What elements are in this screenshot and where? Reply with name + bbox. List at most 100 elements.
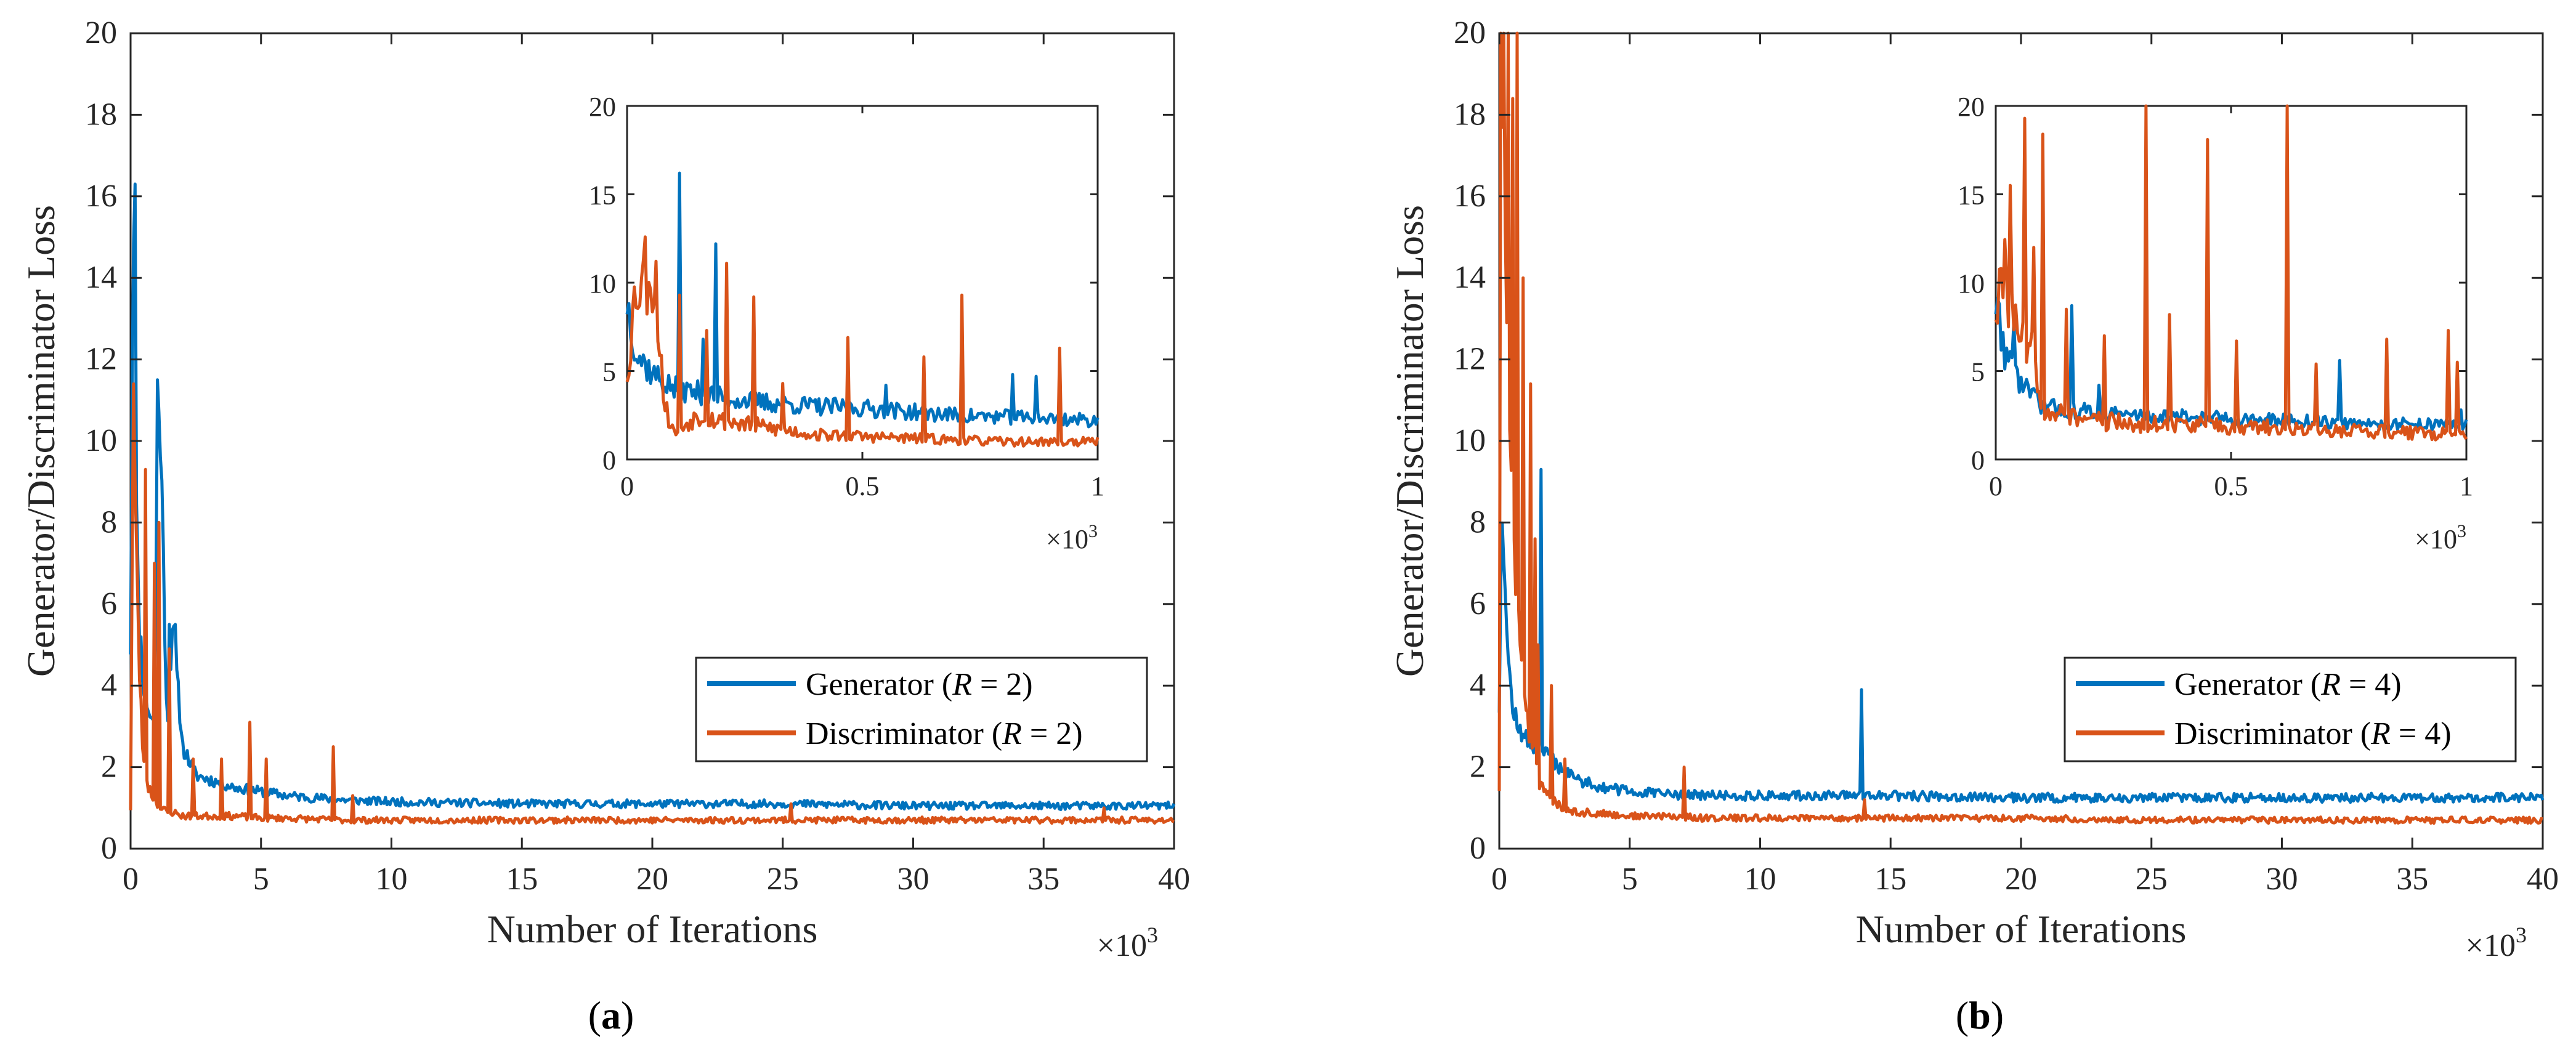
panel-b-y-axis-label: Generator/Discriminator Loss [1388,205,1432,677]
panel-a-inset-y-tick-label: 0 [602,445,616,475]
panel-a-x-tick-label: 10 [376,862,408,897]
panel-a-y-tick-label: 16 [85,179,117,214]
panel-a-legend-discriminator-value: = 2) [1022,716,1083,751]
panel-b-inset-discriminator-line [1994,104,2468,442]
panel-b-inset-x-multiplier-base: ×10 [2415,524,2457,554]
panel-a-legend-generator-text: Generator ( [806,667,952,702]
panel-a-y-tick-label: 12 [85,342,117,377]
panel-a-caption-letter: a [601,993,621,1037]
panel-a-y-tick-label: 14 [85,260,117,295]
panel-a-discriminator-line [129,382,1175,825]
panel-a-generator-line [129,182,1176,811]
panel-a-inset-discriminator-line [625,235,1100,448]
panel-a-inset-x-tick-label: 0.5 [846,471,880,501]
panel-b-series-layer [1497,31,2545,825]
panel-b-inset-y-tick-label: 0 [1971,445,1985,475]
panel-a-caption: (a) [588,993,634,1037]
panel-a-y-tick-label: 0 [101,831,117,866]
panel-a-x-axis-label: Number of Iterations [487,907,818,951]
panel-a-legend-generator-value: = 2) [972,667,1033,702]
panel-b-x-tick-label: 0 [1491,862,1507,897]
panel-a-x-multiplier: ×103 [1097,923,1158,963]
panel-b-y-tick-label: 6 [1470,586,1486,621]
panel-b-legend-generator-param: R [2320,667,2341,702]
panel-b-inset-y-tick-label: 15 [1958,180,1985,211]
panel-a-y-tick-label: 4 [101,668,117,703]
panel-b-y-tick-label: 0 [1470,831,1486,866]
panel-a-inset-y-tick-label: 10 [589,269,616,299]
panel-b-x-tick-label: 5 [1622,862,1638,897]
panel-b-legend: Generator (R = 4) Discriminator (R = 4) [2064,657,2517,762]
panel-a-y-tick-label: 2 [101,750,117,785]
panel-b-inset-y-tick-label: 20 [1958,92,1985,122]
panel-a-inset-x-multiplier: ×103 [1046,521,1098,554]
panel-a-legend: Generator (R = 2) Discriminator (R = 2) [695,657,1148,762]
panel-a-x-tick-label: 30 [897,862,930,897]
panel-b-inset-y-tick-label: 10 [1958,269,1985,299]
panel-a-inset-x-tick-label: 1 [1091,471,1104,501]
panel-b-x-tick-label: 25 [2136,862,2168,897]
panel-b-inset-x-tick-label: 0.5 [2214,471,2248,501]
panel-a-legend-box [695,657,1148,762]
panel-a-series-layer [129,182,1176,825]
panel-a-inset-y-tick-label: 15 [589,180,616,211]
panel-b-legend-discriminator-label: Discriminator (R = 4) [2174,716,2452,751]
panel-a-x-tick-label: 0 [123,862,139,897]
panel-b-legend-generator-value: = 4) [2341,667,2402,702]
panel-a-inset-series-layer [625,171,1100,448]
panel-b-x-tick-label: 10 [1744,862,1776,897]
panel-a-x-tick-label: 40 [1158,862,1190,897]
panel-b-legend-discriminator-text: Discriminator ( [2174,716,2371,751]
panel-b-y-tick-label: 12 [1454,342,1486,377]
panel-b-legend-generator-label: Generator (R = 4) [2174,667,2402,702]
panel-b-x-multiplier-exponent: 3 [2516,923,2527,947]
panel-a-y-tick-label: 18 [85,97,117,132]
panel-a-x-multiplier-base: ×10 [1097,928,1147,963]
panel-b-y-tick-label: 18 [1454,97,1486,132]
panel-b-legend-generator-text: Generator ( [2174,667,2321,702]
panel-b-legend-box [2064,657,2517,762]
panel-b-caption-letter: b [1969,993,1991,1037]
panel-a-legend-discriminator-label: Discriminator (R = 2) [806,716,1083,751]
panel-a-x-tick-label: 20 [636,862,668,897]
panel-b-x-tick-label: 35 [2396,862,2428,897]
panel-a-legend-generator-label: Generator (R = 2) [806,667,1033,702]
panel-b-inset-series-layer [1994,104,2468,442]
panel-a-inset-y-tick-label: 5 [602,357,616,387]
panel-a-legend-discriminator-text: Discriminator ( [806,716,1002,751]
panel-b-inset-x-multiplier-exponent: 3 [2457,521,2466,541]
panel-a-x-tick-label: 5 [253,862,269,897]
panel-b-y-tick-label: 16 [1454,179,1486,214]
panel-a-y-axis-label: Generator/Discriminator Loss [19,205,63,677]
panel-b-generator-line [1497,467,2545,804]
panel-a-legend-generator-param: R [952,667,972,702]
panel-b-caption: (b) [1956,993,2004,1037]
panel-b-inset-x-multiplier: ×103 [2415,521,2466,554]
panel-b-y-tick-label: 2 [1470,750,1486,785]
panel-a-legend-discriminator-param: R [1002,716,1022,751]
panel-a-inset-y-tick-label: 20 [589,92,616,122]
panel-b-x-tick-label: 15 [1874,862,1906,897]
panel-b-x-tick-label: 30 [2266,862,2298,897]
panel-b-discriminator-line [1497,31,2543,825]
panel-a-y-tick-label: 8 [101,504,117,540]
panel-a-x-tick-label: 15 [506,862,538,897]
panel-a-y-tick-label: 6 [101,586,117,621]
panel-b-legend-discriminator-value: = 4) [2391,716,2452,751]
panel-a-y-tick-label: 10 [85,423,117,458]
panel-a-x-tick-label: 25 [767,862,799,897]
panel-b-x-tick-label: 40 [2527,862,2559,897]
panel-b-x-axis-label: Number of Iterations [1856,907,2187,951]
panel-a-inset-x-tick-label: 0 [620,471,634,501]
panel-a-inset-x-multiplier-base: ×10 [1046,524,1088,554]
panel-a-x-multiplier-exponent: 3 [1147,923,1158,947]
